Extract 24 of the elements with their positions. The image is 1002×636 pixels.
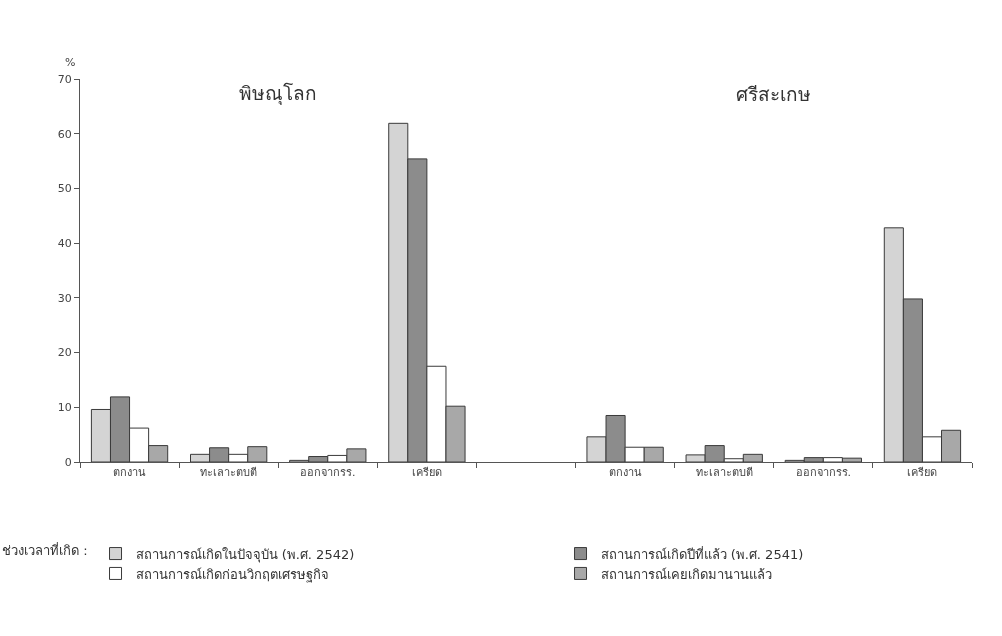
- y-tick-label: 60: [57, 127, 72, 141]
- x-tick-label: เครียด: [411, 466, 442, 480]
- legend-label: สถานการณ์เคยเกิดมานานแล้ว: [600, 566, 772, 582]
- legend-label: สถานการณ์เกิดปีที่แล้ว (พ.ศ. 2541): [600, 545, 804, 562]
- annotation: ศรีสะเกษ: [736, 83, 811, 105]
- y-axis-title: %: [65, 56, 76, 69]
- y-tick-label: 40: [57, 236, 72, 250]
- x-tick-label: ออกจากรร.: [300, 466, 356, 480]
- y-tick-label: 70: [57, 72, 72, 86]
- y-tick-label: 20: [57, 346, 72, 360]
- legend-label: สถานการณ์เกิดก่อนวิกฤตเศรษฐกิจ: [135, 566, 329, 583]
- legend-title: ช่วงเวลาที่เกิด :: [2, 542, 88, 559]
- x-tick-label: ทะเลาะตบตี: [200, 466, 258, 480]
- y-tick-label: 50: [57, 182, 72, 196]
- x-tick-label: เครียด: [907, 466, 938, 480]
- y-tick-label: 30: [57, 291, 72, 305]
- x-tick-label: ตกงาน: [608, 466, 642, 480]
- x-tick-label: ทะเลาะตบตี: [695, 466, 753, 480]
- y-tick-label: 10: [57, 401, 72, 415]
- legend-label: สถานการณ์เกิดในปัจจุบัน (พ.ศ. 2542): [135, 546, 355, 563]
- annotation: พิษณุโลก: [239, 82, 317, 106]
- y-tick-label: 0: [64, 455, 72, 469]
- x-tick-label: ออกจากรร.: [795, 466, 852, 480]
- x-tick-label: ตกงาน: [113, 466, 147, 480]
